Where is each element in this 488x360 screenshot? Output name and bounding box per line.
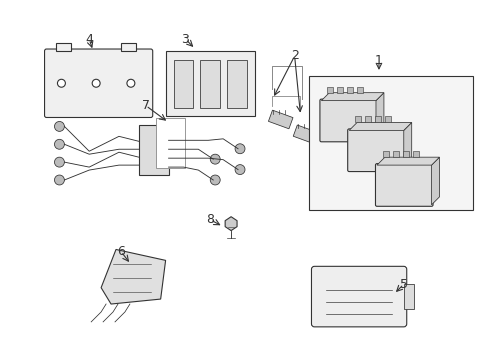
Bar	[139, 125, 168, 175]
Bar	[293, 125, 317, 144]
Bar	[382, 151, 388, 157]
Bar	[200, 60, 220, 108]
Circle shape	[92, 79, 100, 87]
Bar	[412, 151, 418, 157]
FancyBboxPatch shape	[44, 49, 152, 117]
Text: 1: 1	[374, 54, 382, 67]
Circle shape	[127, 79, 135, 87]
Text: 2: 2	[290, 49, 298, 63]
Text: 5: 5	[399, 278, 407, 291]
Polygon shape	[375, 93, 383, 140]
Bar	[56, 43, 71, 51]
Text: 7: 7	[142, 99, 149, 112]
Circle shape	[54, 139, 64, 149]
Bar	[346, 87, 352, 93]
Circle shape	[235, 165, 244, 175]
Polygon shape	[101, 249, 165, 304]
Bar	[121, 43, 136, 51]
Polygon shape	[376, 157, 439, 165]
Circle shape	[54, 157, 64, 167]
FancyBboxPatch shape	[311, 266, 406, 327]
Circle shape	[210, 175, 220, 185]
Polygon shape	[321, 93, 383, 100]
Bar	[268, 110, 292, 129]
Bar	[173, 60, 193, 108]
Bar	[384, 117, 390, 122]
Bar	[374, 117, 380, 122]
Bar	[356, 87, 362, 93]
FancyBboxPatch shape	[347, 129, 405, 172]
Circle shape	[54, 175, 64, 185]
Bar	[165, 51, 254, 116]
Polygon shape	[224, 217, 237, 231]
Bar	[226, 60, 246, 108]
Polygon shape	[348, 122, 411, 130]
Bar	[365, 117, 370, 122]
Circle shape	[54, 121, 64, 131]
Bar	[337, 87, 343, 93]
Bar	[354, 117, 360, 122]
Bar	[402, 151, 408, 157]
FancyBboxPatch shape	[319, 99, 377, 142]
Text: 6: 6	[117, 245, 124, 258]
Circle shape	[235, 144, 244, 154]
Circle shape	[210, 154, 220, 164]
Text: 8: 8	[206, 213, 214, 226]
Polygon shape	[431, 157, 439, 205]
Bar	[155, 118, 185, 168]
Bar	[309, 76, 472, 210]
FancyBboxPatch shape	[375, 164, 432, 206]
Text: 4: 4	[85, 33, 93, 46]
Bar	[392, 151, 398, 157]
Bar	[403, 284, 413, 309]
Text: 3: 3	[181, 33, 189, 46]
Circle shape	[57, 79, 65, 87]
Polygon shape	[403, 122, 411, 170]
Bar	[326, 87, 333, 93]
